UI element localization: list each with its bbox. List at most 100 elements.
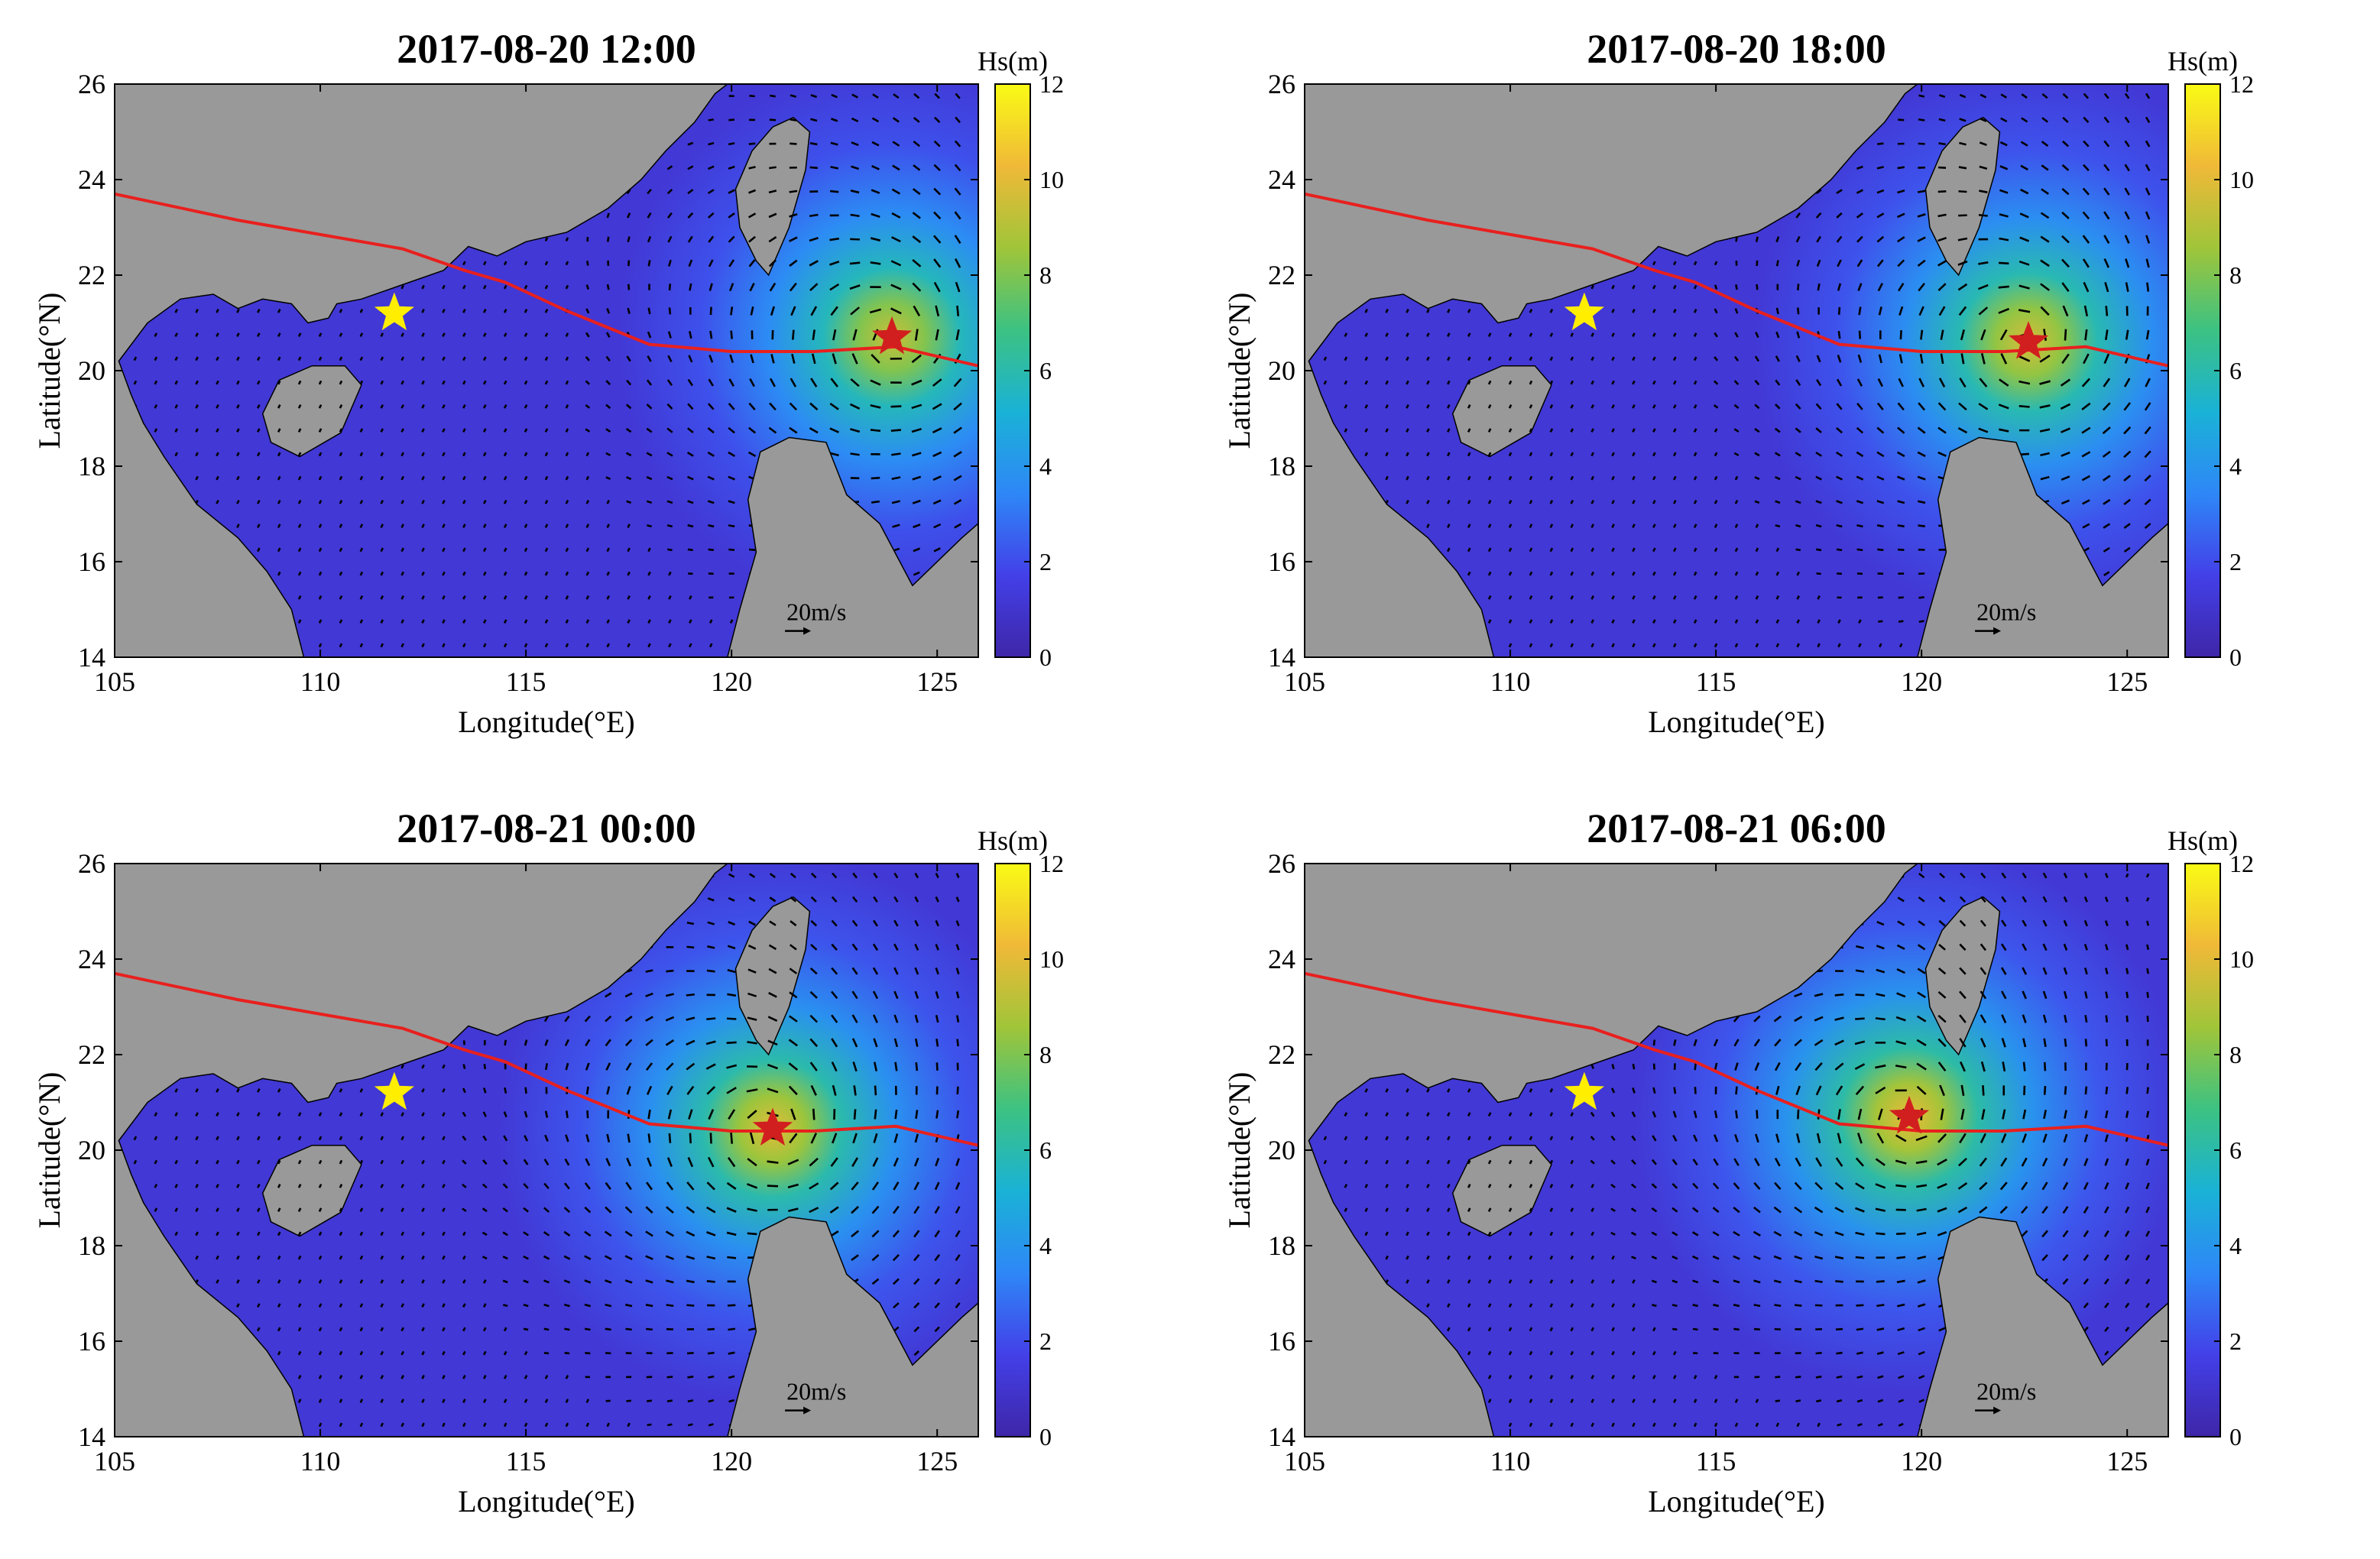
wind-vector bbox=[665, 1016, 675, 1022]
wind-vector bbox=[380, 523, 384, 528]
wind-vector bbox=[687, 141, 694, 146]
wind-vector bbox=[462, 380, 466, 385]
wind-vector bbox=[1897, 166, 1905, 170]
colorbar-tick-label: 4 bbox=[1039, 452, 1052, 480]
wind-vector bbox=[955, 1254, 961, 1262]
wind-vector bbox=[890, 307, 902, 315]
wind-vector bbox=[1426, 1184, 1430, 1188]
wind-vector bbox=[2102, 475, 2111, 481]
wind-vector bbox=[687, 1399, 694, 1403]
wind-vector bbox=[933, 164, 941, 171]
wind-vector bbox=[1693, 356, 1697, 361]
wind-vector bbox=[2124, 92, 2130, 99]
wind-vector bbox=[2062, 1206, 2069, 1214]
wind-vector bbox=[1426, 1279, 1430, 1284]
wind-vector bbox=[421, 1136, 425, 1141]
wind-vector bbox=[297, 523, 302, 528]
wind-vector bbox=[1998, 261, 2009, 265]
wind-vector bbox=[174, 380, 178, 385]
wind-vector bbox=[1344, 1136, 1348, 1141]
wind-vector bbox=[708, 283, 713, 291]
wind-vector bbox=[1735, 1086, 1738, 1095]
wind-vector bbox=[1611, 500, 1615, 504]
wind-vector bbox=[565, 475, 569, 481]
wind-vector bbox=[1694, 1062, 1697, 1071]
wind-vector bbox=[1570, 1350, 1574, 1356]
wind-vector bbox=[873, 1038, 878, 1048]
wind-vector bbox=[893, 1038, 899, 1048]
wind-vector bbox=[174, 356, 178, 361]
wind-vector bbox=[933, 258, 942, 268]
wind-vector bbox=[1632, 309, 1636, 313]
wind-vector bbox=[1897, 259, 1905, 267]
wind-vector bbox=[1344, 356, 1348, 361]
wind-vector bbox=[2040, 475, 2050, 481]
wind-vector bbox=[933, 235, 942, 244]
wind-vector bbox=[1959, 1133, 1967, 1144]
wind-vector bbox=[2022, 872, 2027, 879]
wind-vector bbox=[832, 353, 837, 365]
wind-vector bbox=[380, 619, 384, 624]
wind-vector bbox=[1652, 1375, 1656, 1379]
wind-vector bbox=[1917, 259, 1926, 267]
wind-vector bbox=[1980, 896, 1986, 903]
wind-vector bbox=[708, 118, 714, 122]
wind-vector bbox=[1958, 166, 1967, 170]
wind-vector bbox=[871, 1205, 880, 1214]
wind-vector bbox=[708, 378, 714, 387]
wind-vector bbox=[1529, 1399, 1533, 1403]
wind-vector bbox=[647, 260, 651, 267]
wind-vector bbox=[1815, 403, 1822, 410]
wind-vector bbox=[400, 1255, 404, 1260]
wind-vector bbox=[421, 1064, 425, 1069]
wind-vector bbox=[1673, 1350, 1677, 1356]
wind-vector bbox=[1959, 378, 1967, 388]
wind-vector bbox=[2084, 1110, 2088, 1119]
wind-vector bbox=[1652, 619, 1656, 624]
wind-vector bbox=[1714, 284, 1718, 290]
wind-vector bbox=[646, 427, 653, 433]
wind-vector bbox=[790, 94, 796, 98]
wind-vector bbox=[1999, 378, 2009, 387]
wind-vector bbox=[1385, 1255, 1389, 1260]
wind-vector bbox=[1406, 1159, 1409, 1165]
wind-vector bbox=[339, 1136, 343, 1141]
wind-vector bbox=[1712, 1279, 1720, 1284]
wind-vector bbox=[1652, 475, 1656, 481]
wind-vector bbox=[1508, 1112, 1513, 1117]
wind-vector bbox=[935, 896, 939, 903]
wind-vector bbox=[2103, 92, 2109, 99]
wind-vector bbox=[339, 1184, 343, 1188]
wind-vector bbox=[728, 1109, 736, 1120]
wind-vector bbox=[2103, 378, 2111, 387]
wind-vector bbox=[2103, 1302, 2109, 1308]
wind-vector bbox=[645, 1304, 653, 1308]
wind-vector bbox=[893, 990, 899, 1000]
wind-vector bbox=[605, 1303, 612, 1308]
wind-vector bbox=[277, 356, 281, 361]
wind-vector bbox=[1753, 1206, 1761, 1214]
wind-vector bbox=[831, 1038, 838, 1048]
wind-vector bbox=[503, 261, 507, 266]
wind-vector bbox=[400, 523, 404, 528]
wind-vector bbox=[400, 1422, 404, 1428]
wind-vector bbox=[1876, 945, 1885, 950]
wind-vector bbox=[873, 1061, 878, 1071]
wind-vector bbox=[524, 309, 528, 313]
wind-vector bbox=[1980, 919, 1986, 927]
wind-vector bbox=[1364, 356, 1368, 361]
wind-vector bbox=[1447, 332, 1451, 337]
wind-vector bbox=[707, 1327, 715, 1330]
colorbar-tick-label: 10 bbox=[1039, 166, 1064, 193]
wind-vector bbox=[2125, 873, 2129, 878]
wind-vector bbox=[913, 116, 920, 123]
wind-vector bbox=[2040, 283, 2051, 291]
wind-vector bbox=[2105, 1086, 2109, 1094]
wind-vector bbox=[380, 1184, 384, 1188]
wind-vector bbox=[647, 1423, 652, 1427]
wind-vector bbox=[236, 356, 240, 361]
wind-vector bbox=[769, 282, 777, 292]
wind-vector bbox=[750, 354, 754, 364]
wind-vector bbox=[790, 118, 797, 122]
